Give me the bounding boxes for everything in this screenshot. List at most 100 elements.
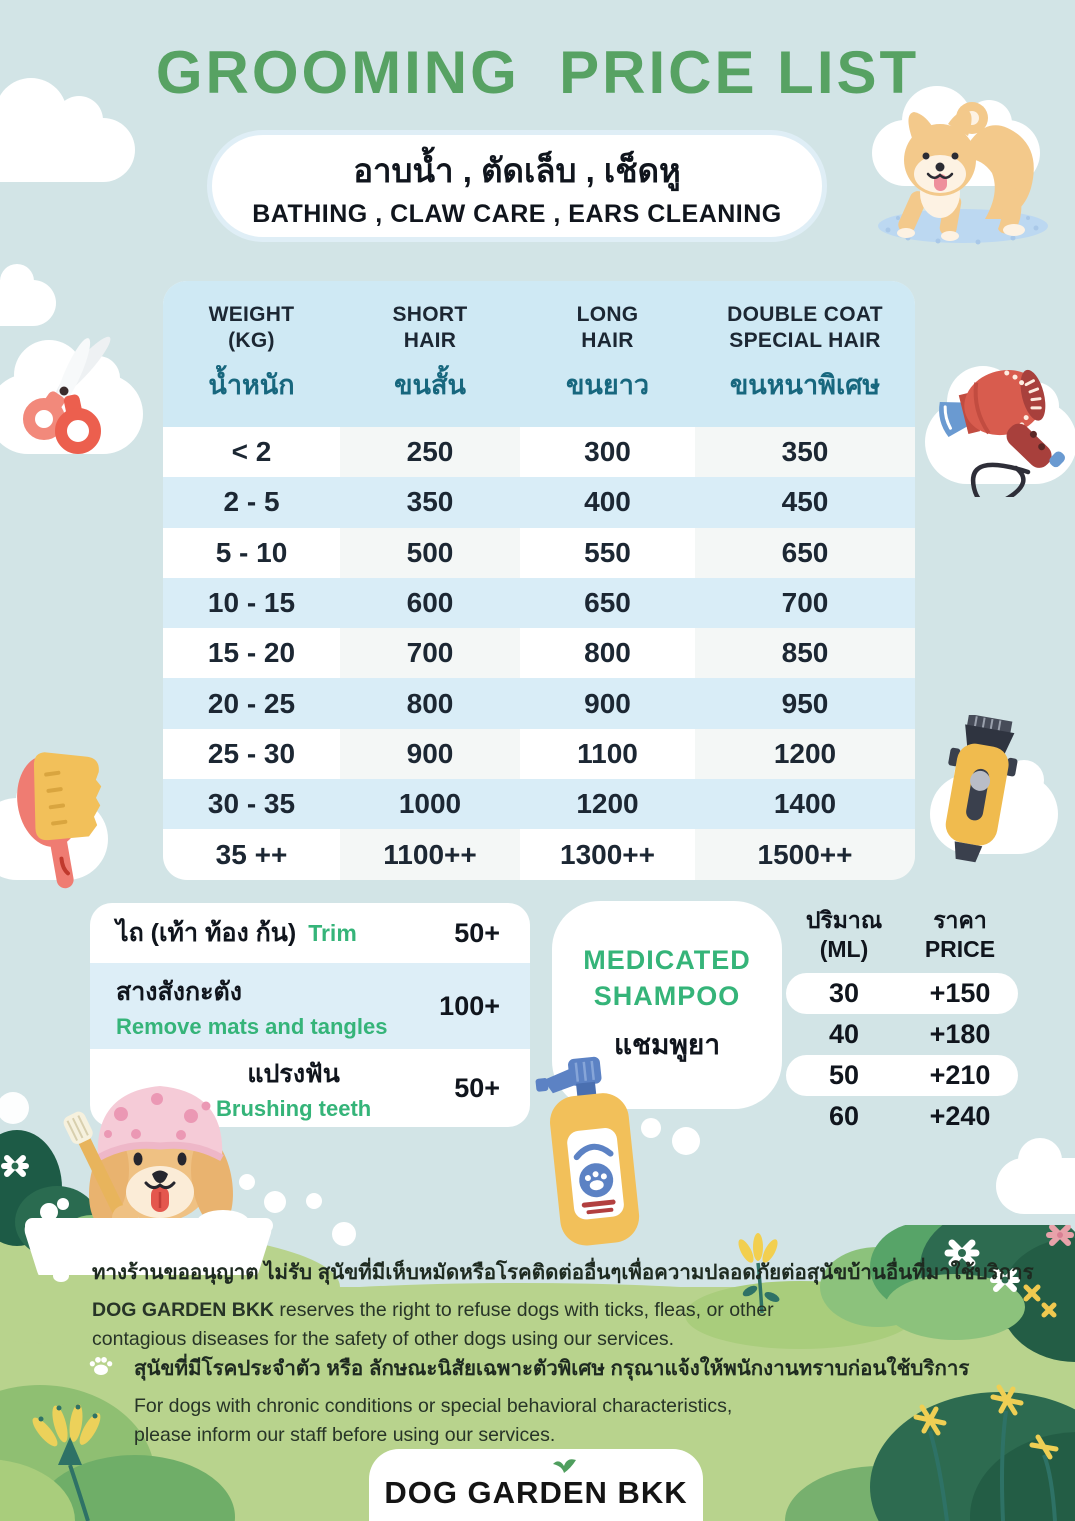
volume-cell: 40 bbox=[828, 1018, 860, 1049]
service-english: Trim bbox=[308, 919, 357, 946]
price-cell: 700 bbox=[406, 637, 454, 669]
sprout-icon bbox=[553, 1459, 576, 1473]
price-cell: 1200 bbox=[576, 788, 639, 820]
price-row: 15 - 20 700 800 850 bbox=[163, 628, 915, 678]
price-cell: 800 bbox=[406, 687, 454, 719]
notice-text: ทางร้านขออนุญาต ไม่รับ สุนัขที่มีเห็บหมั… bbox=[92, 1256, 1034, 1355]
notice-thai: สุนัขที่มีโรคประจำตัว หรือ ลักษณะนิสัยเฉ… bbox=[134, 1357, 970, 1380]
volume-cell: 30 bbox=[828, 977, 860, 1008]
header-double-coat-en: DOUBLE COAT SPECIAL HAIR bbox=[727, 302, 883, 352]
price-cell: 650 bbox=[781, 536, 829, 568]
paw-icon bbox=[88, 1354, 120, 1382]
price-cell: +240 bbox=[929, 1100, 991, 1131]
price-cell: 250 bbox=[406, 436, 454, 468]
page-title: GROOMING PRICE LIST bbox=[155, 39, 920, 106]
dog-in-bathtub-illustration bbox=[0, 1086, 286, 1275]
price-row: 5 - 10 500 550 650 bbox=[163, 528, 915, 578]
price-cell: 550 bbox=[584, 536, 631, 568]
price-cell: 900 bbox=[406, 737, 454, 769]
price-row: 2 - 5 350 400 450 bbox=[163, 477, 915, 528]
header-short-hair-en: SHORT HAIR bbox=[392, 302, 468, 352]
service-thai: ไถ (เท้า ท้อง ก้น) bbox=[116, 919, 297, 947]
price-cell: +180 bbox=[929, 1018, 991, 1049]
logo-text: DOG GARDEN BKK bbox=[384, 1475, 688, 1510]
price-cell: 500 bbox=[406, 536, 454, 568]
subtitle-thai: อาบน้ำ , ตัดเล็บ , เช็ดหู bbox=[353, 151, 681, 189]
price-cell: 650 bbox=[584, 587, 631, 619]
price-cell: 1200 bbox=[773, 737, 837, 769]
clippers-icon bbox=[945, 715, 1018, 863]
header-weight-thai: น้ำหนัก bbox=[208, 370, 295, 401]
soap-bubble bbox=[672, 1127, 700, 1155]
soap-bubble bbox=[332, 1222, 356, 1246]
header-weight-en: WEIGHT (KG) bbox=[208, 302, 295, 352]
header-weight: WEIGHT (KG) น้ำหนัก bbox=[163, 281, 340, 427]
service-price: 100+ bbox=[439, 990, 500, 1021]
grooming-price-table: WEIGHT (KG) น้ำหนัก SHORT HAIR ขนสั้น LO… bbox=[163, 281, 915, 880]
price-cell: 350 bbox=[781, 436, 829, 468]
price-row: 25 - 30 900 1100 1200 bbox=[163, 729, 915, 779]
price-cell: 1500++ bbox=[757, 838, 853, 870]
header-double-coat: DOUBLE COAT SPECIAL HAIR ขนหนาพิเศษ bbox=[695, 281, 915, 427]
price-cell: 1300++ bbox=[560, 838, 655, 870]
service-thai: สางสังกะตัง bbox=[116, 978, 242, 1006]
weight-cell: < 2 bbox=[231, 436, 272, 468]
weight-cell: 15 - 20 bbox=[207, 637, 296, 669]
weight-cell: 20 - 25 bbox=[207, 687, 296, 719]
service-labels: สางสังกะตัง Remove mats and tangles bbox=[116, 972, 387, 1040]
price-cell: 700 bbox=[781, 587, 829, 619]
volume-header: ปริมาณ (ML) bbox=[805, 907, 883, 962]
volume-cell: 60 bbox=[828, 1100, 860, 1131]
medicated-shampoo-thai: แชมพูยา bbox=[613, 1028, 721, 1060]
header-double-coat-thai: ขนหนาพิเศษ bbox=[729, 370, 881, 401]
paw-icon bbox=[46, 1258, 78, 1289]
price-cell: 1100 bbox=[577, 737, 638, 769]
service-price: 50+ bbox=[454, 1072, 500, 1103]
shampoo-bottle-illustration bbox=[535, 1056, 640, 1246]
shampoo-price-table: ปริมาณ (ML) ราคา PRICE 30 +150 40 +180 5… bbox=[786, 906, 1018, 1137]
medicated-shampoo-title: MEDICATED SHAMPOO bbox=[583, 945, 751, 1011]
header-long-hair-thai: ขนยาว bbox=[565, 370, 650, 401]
service-row-trim: ไถ (เท้า ท้อง ก้น) Trim 50+ bbox=[90, 903, 530, 963]
notice-english: For dogs with chronic conditions or spec… bbox=[134, 1395, 733, 1447]
notice-chronic-conditions: สุนัขที่มีโรคประจำตัว หรือ ลักษณะนิสัยเฉ… bbox=[88, 1352, 1038, 1451]
price-cell: 400 bbox=[584, 486, 631, 518]
logo-box: DOG GARDEN BKK bbox=[369, 1449, 703, 1521]
service-thai: แปรงฟัน bbox=[247, 1060, 340, 1088]
price-header: ราคา PRICE bbox=[924, 907, 996, 962]
price-cell: 1400 bbox=[773, 788, 837, 820]
header-long-hair: LONG HAIR ขนยาว bbox=[520, 281, 695, 427]
price-cell: 800 bbox=[584, 637, 631, 669]
price-cell: +150 bbox=[929, 977, 991, 1008]
price-cell: 1100++ bbox=[383, 838, 477, 870]
price-cell: 900 bbox=[584, 687, 631, 719]
shiba-dog-illustration bbox=[878, 102, 1048, 245]
price-cell: 600 bbox=[406, 587, 454, 619]
price-row: < 2 250 300 350 bbox=[163, 427, 915, 477]
extra-services-box: ไถ (เท้า ท้อง ก้น) Trim 50+ สางสังกะตัง … bbox=[90, 903, 530, 1127]
shampoo-row: 40 +180 bbox=[786, 1014, 1018, 1055]
notice-english: DOG GARDEN BKK reserves the right to ref… bbox=[92, 1299, 774, 1351]
notice-ticks-fleas: ทางร้านขออนุญาต ไม่รับ สุนัขที่มีเห็บหมั… bbox=[46, 1256, 1046, 1355]
price-cell: 950 bbox=[781, 687, 829, 719]
price-cell: 450 bbox=[781, 486, 829, 518]
cloud bbox=[0, 78, 135, 182]
weight-cell: 35 ++ bbox=[215, 838, 288, 870]
shampoo-table-header: ปริมาณ (ML) ราคา PRICE bbox=[786, 906, 1018, 964]
brush-icon bbox=[17, 752, 102, 889]
price-cell: +210 bbox=[929, 1059, 991, 1090]
shampoo-row: 60 +240 bbox=[786, 1096, 1018, 1137]
price-table-header: WEIGHT (KG) น้ำหนัก SHORT HAIR ขนสั้น LO… bbox=[163, 281, 915, 427]
soap-bubble bbox=[641, 1118, 661, 1138]
brand-name: DOG GARDEN BKK bbox=[92, 1299, 275, 1321]
scissors-icon bbox=[23, 336, 111, 454]
price-cell: 300 bbox=[584, 436, 631, 468]
weight-cell: 2 - 5 bbox=[223, 486, 280, 518]
soap-bubble bbox=[306, 1193, 322, 1209]
subtitle-bubble: อาบน้ำ , ตัดเล็บ , เช็ดหู BATHING , CLAW… bbox=[207, 130, 827, 242]
notice-text: สุนัขที่มีโรคประจำตัว หรือ ลักษณะนิสัยเฉ… bbox=[134, 1352, 969, 1451]
notice-thai: ทางร้านขออนุญาต ไม่รับ สุนัขที่มีเห็บหมั… bbox=[92, 1261, 1034, 1284]
cloud bbox=[0, 264, 56, 326]
volume-cell: 50 bbox=[828, 1059, 860, 1090]
shampoo-row: 30 +150 bbox=[786, 972, 1018, 1014]
